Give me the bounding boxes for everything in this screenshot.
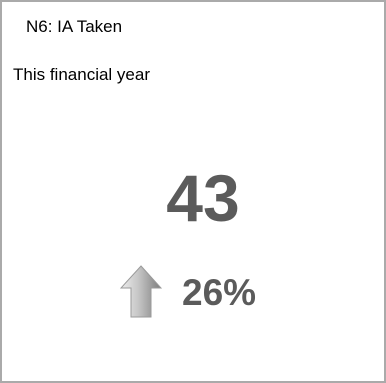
card-title: N6: IA Taken: [26, 17, 123, 36]
card-subtitle: This financial year: [13, 65, 151, 84]
trend-percentage: 26%: [182, 272, 257, 313]
metric-value: 43: [166, 161, 240, 235]
arrow-up-icon: [120, 265, 162, 318]
